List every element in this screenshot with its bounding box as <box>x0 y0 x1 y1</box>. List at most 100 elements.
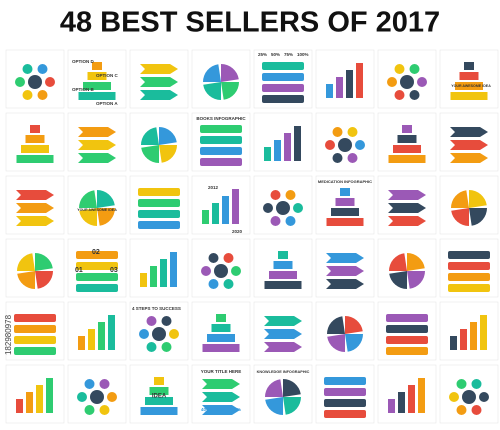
icon-bar <box>170 252 177 287</box>
icon-dot <box>409 64 420 75</box>
icon-layer <box>459 72 479 80</box>
idea-label: YOUR AWESOME IDEA <box>451 84 491 88</box>
step-number: 01 <box>75 267 83 274</box>
icon-wedge <box>469 189 487 208</box>
icon-bar <box>264 147 271 161</box>
icon-layer <box>393 145 421 153</box>
icon-layer <box>388 155 426 163</box>
icon-wedge <box>327 316 345 334</box>
icon-layer <box>207 334 235 342</box>
icon-dot <box>263 203 273 213</box>
icon-center <box>152 327 166 341</box>
icon-chevron <box>264 342 302 352</box>
icon-dot <box>394 64 405 75</box>
icon-wedge <box>265 379 283 397</box>
icon-strip <box>324 399 366 407</box>
icon-chevron <box>16 203 54 213</box>
icon-dot <box>146 341 157 352</box>
idea-label: IDEA <box>152 394 167 400</box>
icon-strip <box>76 251 118 259</box>
knowledge-label: KNOWLEDGE INFOGRAPHIC <box>257 370 310 374</box>
icon-layer <box>21 145 49 153</box>
icon-bar <box>202 210 209 224</box>
option-label: OPTION A <box>96 101 118 106</box>
watermark: 182980978 <box>4 314 13 355</box>
progress-label: 75% <box>284 52 293 57</box>
icon-strip <box>76 284 118 292</box>
icon-bar <box>356 63 363 98</box>
icon-dot <box>146 316 157 327</box>
tile <box>439 301 499 361</box>
icon-dot <box>293 203 303 213</box>
icon-chevron <box>388 190 426 200</box>
icon-layer <box>87 72 107 80</box>
icon-chevron <box>388 203 426 213</box>
icon-bar <box>274 140 281 161</box>
icon-center <box>28 75 42 89</box>
icon-wedge <box>389 271 407 289</box>
icon-bar <box>78 336 85 350</box>
icon-wedge <box>17 271 35 289</box>
icon-dot <box>479 392 489 402</box>
icon-dot <box>355 140 365 150</box>
icon-dot <box>347 127 358 138</box>
icon-layer <box>83 82 111 90</box>
icon-wedge <box>203 64 221 82</box>
icon-strip <box>386 347 428 355</box>
icon-strip <box>386 314 428 322</box>
icon-chevron <box>450 127 488 137</box>
icon-dot <box>456 379 467 390</box>
icon-strip <box>448 251 490 259</box>
icon-center <box>214 264 228 278</box>
icon-chevron <box>202 392 240 402</box>
icon-bar <box>160 259 167 287</box>
icon-bar <box>16 399 23 413</box>
icon-chevron <box>202 379 240 389</box>
icon-wedge <box>97 190 115 208</box>
percent-label: 60% <box>216 407 225 412</box>
icon-dot <box>456 404 467 415</box>
icon-wedge <box>159 145 177 163</box>
icon-layer <box>278 251 288 259</box>
icon-dot <box>394 89 405 100</box>
icon-dot <box>449 392 459 402</box>
tile <box>5 364 65 424</box>
icon-layer <box>149 387 169 395</box>
icon-chevron <box>78 153 116 163</box>
icon-bar <box>26 392 33 413</box>
icon-strip <box>448 273 490 281</box>
icon-layer <box>335 198 355 206</box>
icon-layer <box>92 62 102 70</box>
icon-dot <box>285 190 296 201</box>
icon-wedge <box>221 82 239 100</box>
icon-chevron <box>140 90 178 100</box>
icon-layer <box>154 377 164 385</box>
option-label: OPTION D <box>72 59 95 64</box>
icon-strip <box>262 73 304 81</box>
icon-bar <box>284 133 291 161</box>
icon-layer <box>264 281 302 289</box>
icon-layer <box>397 135 417 143</box>
icon-chevron <box>78 140 116 150</box>
icon-bar <box>346 70 353 98</box>
icon-strip <box>76 273 118 281</box>
icon-wedge <box>79 190 97 208</box>
percent-label: 80% <box>232 407 241 412</box>
icon-dot <box>347 152 358 163</box>
icon-bar <box>326 84 333 98</box>
icon-strip <box>448 284 490 292</box>
icon-chevron <box>450 140 488 150</box>
icon-dot <box>161 316 172 327</box>
icon-dot <box>270 215 281 226</box>
icon-bar <box>294 126 301 161</box>
icon-layer <box>211 324 231 332</box>
icon-bar <box>88 329 95 350</box>
icon-wedge <box>79 208 97 226</box>
icon-bar <box>460 329 467 350</box>
icon-dot <box>231 266 241 276</box>
year-label: 2020 <box>232 229 243 234</box>
icon-strip <box>138 210 180 218</box>
icon-strip <box>14 347 56 355</box>
icon-center <box>338 138 352 152</box>
icon-dot <box>84 404 95 415</box>
